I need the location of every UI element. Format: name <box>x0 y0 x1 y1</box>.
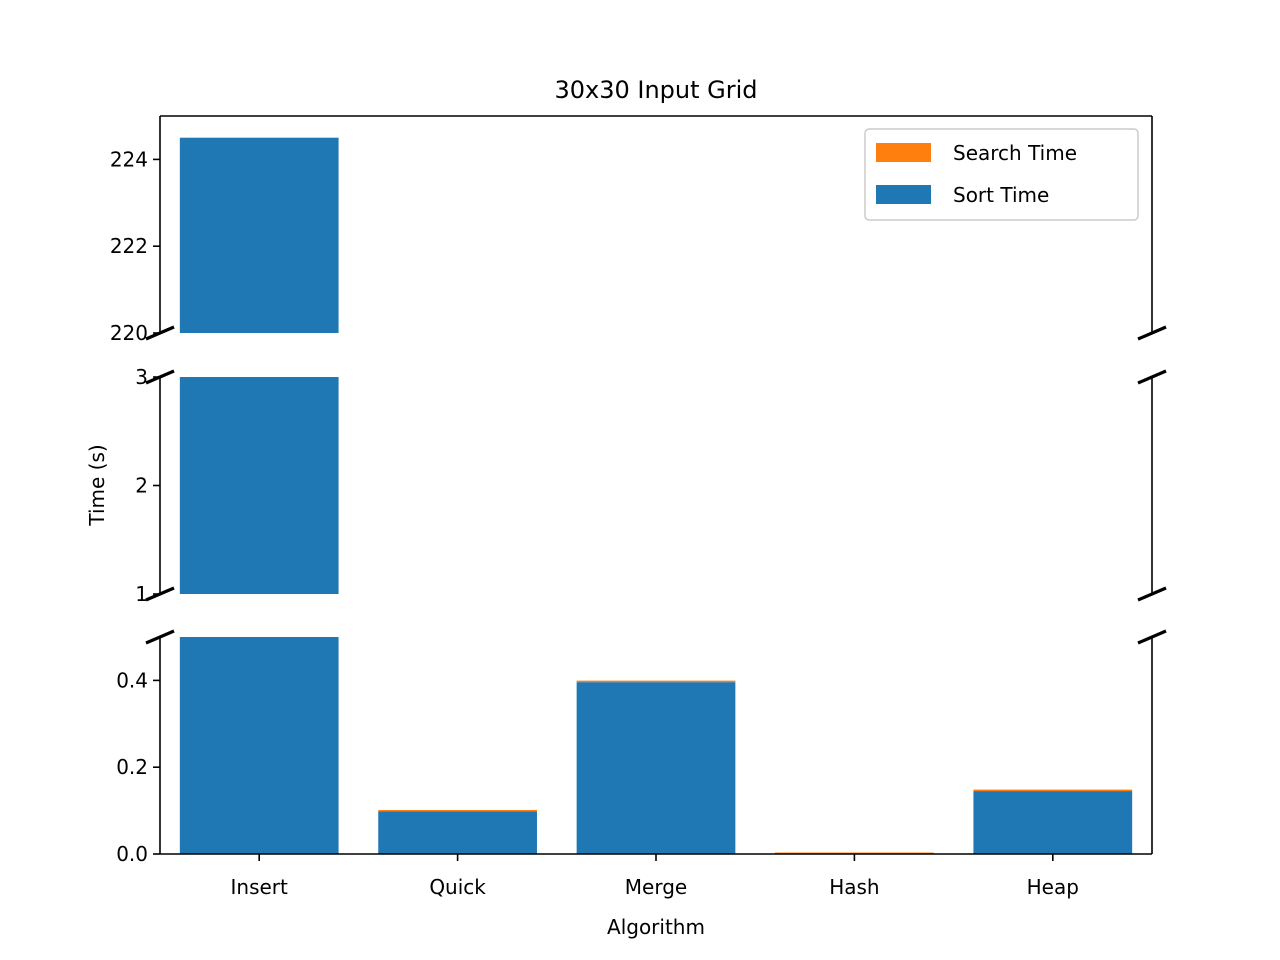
y-tick-label: 220 <box>110 321 148 345</box>
legend-swatch-search-time <box>876 143 931 162</box>
axis-break-mark <box>145 586 175 602</box>
bars-group <box>179 137 339 333</box>
axis-break-mark <box>145 629 175 645</box>
x-axis-ticks: Insert Quick Merge Hash Heap <box>231 854 1079 899</box>
bars-group <box>179 377 339 594</box>
bar-search-time-quick <box>378 809 537 812</box>
bar-sort-time-quick <box>378 811 537 854</box>
y-tick-label: 222 <box>110 234 148 258</box>
panel-3: 0.0 0.2 0.4 <box>116 629 1167 866</box>
x-tick-label-quick: Quick <box>429 875 486 899</box>
chart-title: 30x30 Input Grid <box>554 76 757 104</box>
bar-search-time-heap <box>973 789 1133 792</box>
legend-label-search-time: Search Time <box>953 141 1077 165</box>
bar-sort-time-insert <box>179 137 339 333</box>
y-tick-label: 0.2 <box>116 755 148 779</box>
bar-sort-time-insert <box>179 377 339 594</box>
legend-frame <box>864 128 1139 221</box>
y-tick-label: 0.4 <box>116 668 148 692</box>
bar-sort-time-merge <box>576 682 736 854</box>
x-tick-label-hash: Hash <box>829 875 879 899</box>
y-tick-label: 1 <box>135 582 148 606</box>
y-tick-label: 0.0 <box>116 842 148 866</box>
legend-label-sort-time: Sort Time <box>953 183 1049 207</box>
y-tick-label: 3 <box>135 365 148 389</box>
legend: Search Time Sort Time <box>864 128 1139 221</box>
axis-break-mark <box>1137 629 1167 645</box>
x-tick-label-heap: Heap <box>1027 875 1079 899</box>
x-axis-label: Algorithm <box>607 915 705 939</box>
axis-break-mark <box>1137 325 1167 341</box>
bars-group <box>179 637 1133 854</box>
bar-sort-time-insert <box>179 637 339 854</box>
legend-swatch-sort-time <box>876 185 931 204</box>
plot-panels: 220 222 224 1 2 3 0.0 0.2 0.4 <box>110 115 1167 866</box>
bar-search-time-merge <box>576 680 736 683</box>
bar-sort-time-heap <box>973 791 1133 854</box>
x-tick-label-merge: Merge <box>625 875 687 899</box>
y-axis-label: Time (s) <box>85 444 109 526</box>
axis-break-mark <box>1137 586 1167 602</box>
x-tick-label-insert: Insert <box>231 875 289 899</box>
panel-2: 1 2 3 <box>135 365 1167 606</box>
axis-break-mark <box>145 369 175 385</box>
axis-break-mark <box>145 325 175 341</box>
axis-break-mark <box>1137 369 1167 385</box>
panel-1: 220 222 224 <box>110 115 1167 345</box>
y-tick-label: 224 <box>110 147 148 171</box>
y-tick-label: 2 <box>135 474 148 498</box>
